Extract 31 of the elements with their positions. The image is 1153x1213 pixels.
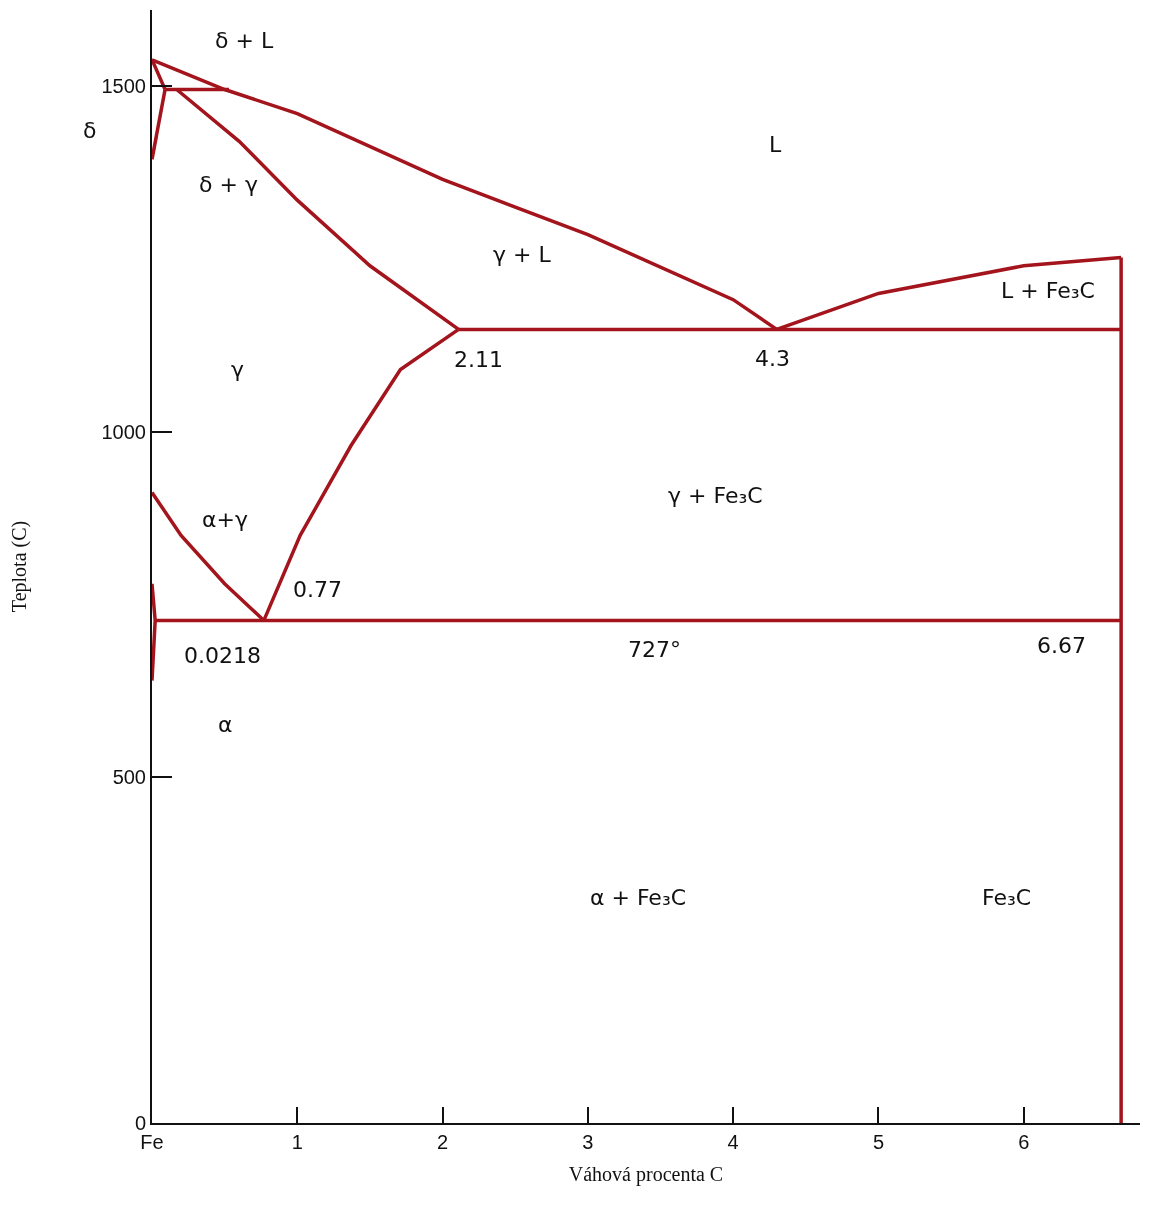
- annotation: 6.67: [1037, 633, 1086, 658]
- annotation: L: [769, 132, 782, 157]
- x-tick-label: Fe: [140, 1131, 164, 1153]
- y-tick-label: 500: [112, 766, 146, 789]
- annotation: α: [218, 712, 233, 737]
- y-tick-label: 0: [134, 1112, 146, 1134]
- annotation: 0.77: [293, 577, 342, 602]
- annotation: α+γ: [202, 507, 248, 532]
- y-tick-label: 1000: [101, 420, 146, 443]
- annotation: Fe₃C: [982, 885, 1032, 910]
- annotation: 4.3: [755, 346, 790, 371]
- annotation: γ + L: [493, 242, 552, 267]
- annotation: δ + γ: [199, 172, 258, 197]
- annotation: L + Fe₃C: [1001, 278, 1095, 303]
- annotation: 727°: [628, 637, 681, 662]
- text: δ: [83, 118, 97, 143]
- y-tick-label: 1500: [101, 75, 146, 98]
- x-tick-label: 1: [291, 1131, 303, 1153]
- annotation: δ + L: [215, 28, 274, 53]
- y-axis-title: Teplota (C): [7, 520, 31, 613]
- x-tick-label: 2: [437, 1131, 449, 1153]
- annotation: γ + Fe₃C: [668, 483, 763, 508]
- annotation: γ: [231, 357, 245, 382]
- annotation: 2.11: [454, 347, 503, 372]
- x-axis-title: Váhová procenta C: [568, 1163, 724, 1186]
- annotation: α + Fe₃C: [590, 885, 687, 910]
- x-tick-label: 4: [727, 1131, 739, 1153]
- x-tick-label: 5: [872, 1131, 885, 1153]
- x-tick-label: 3: [582, 1131, 594, 1153]
- annotation: 0.0218: [184, 643, 261, 668]
- x-tick-label: 6: [1018, 1131, 1030, 1153]
